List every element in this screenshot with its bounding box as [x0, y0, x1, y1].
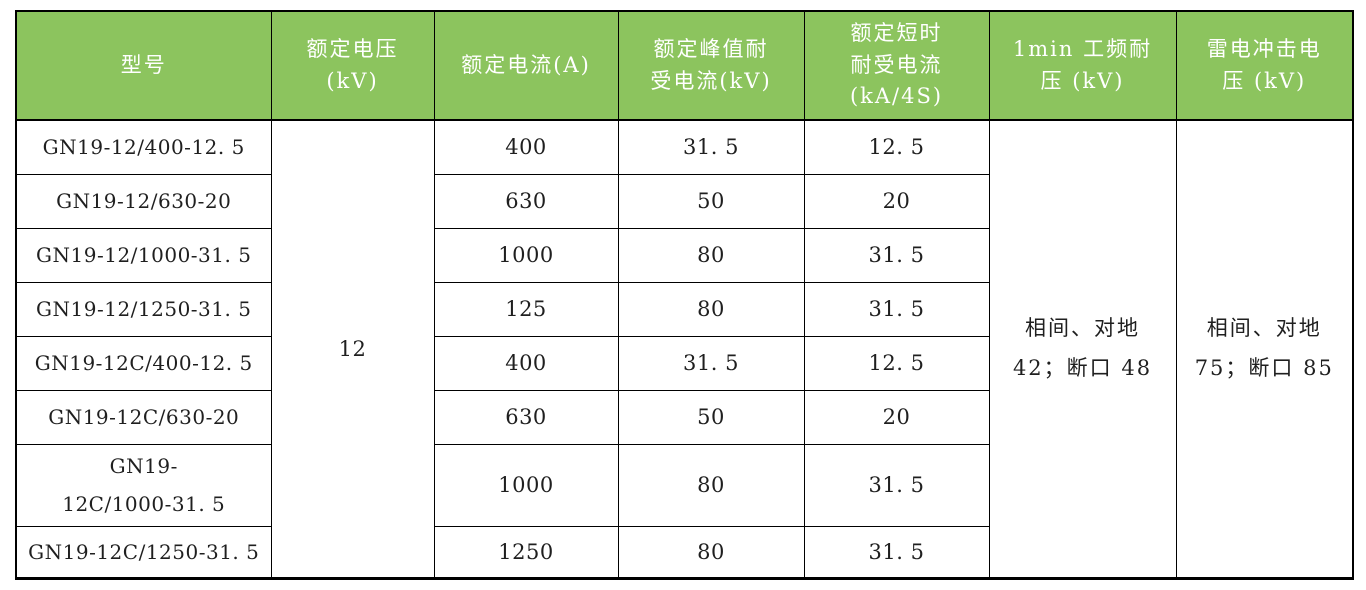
column-header-lightning-impulse-voltage: 雷电冲击电 压 (kV): [1175, 10, 1354, 121]
header-row: 型号 额定电压 (kV) 额定电流(A) 额定峰值耐 受电流(kV) 额定短时 …: [15, 10, 1354, 121]
short-time-withstand-cell: 12. 5: [803, 119, 990, 175]
table-row: GN19-12C/1250-31. 5 1250 80 31. 5: [15, 525, 1353, 579]
table-row: GN19-12C/400-12. 5 400 31. 5 12. 5: [15, 335, 1353, 391]
short-time-withstand-cell: 31. 5: [803, 525, 990, 579]
column-header-rated-current: 额定电流(A): [433, 10, 619, 121]
peak-withstand-cell: 31. 5: [617, 119, 805, 175]
lightning-impulse-merged-cell: 相间、对地 75；断口 85: [1175, 119, 1354, 579]
column-header-model: 型号: [15, 10, 272, 121]
switch-spec-table: 型号 额定电压 (kV) 额定电流(A) 额定峰值耐 受电流(kV) 额定短时 …: [15, 10, 1354, 580]
model-cell: GN19-12/630-20: [15, 173, 272, 229]
short-time-withstand-cell: 31. 5: [803, 443, 990, 527]
rated-current-cell: 1000: [433, 227, 619, 283]
table-row: GN19-12/400-12. 5 12 400 31. 5 12. 5 相间、…: [15, 119, 1354, 579]
rated-current-cell: 125: [433, 281, 619, 337]
peak-withstand-cell: 80: [617, 227, 805, 283]
rated-current-cell: 630: [433, 173, 619, 229]
peak-withstand-cell: 80: [617, 281, 805, 337]
short-time-withstand-cell: 12. 5: [803, 335, 990, 391]
power-frequency-merged-cell: 相间、对地 42；断口 48: [988, 119, 1177, 579]
column-header-peak-withstand-current: 额定峰值耐 受电流(kV): [617, 10, 805, 121]
peak-withstand-cell: 80: [617, 443, 805, 527]
table-row: GN19- 12C/1000-31. 5 1000 80 31. 5: [15, 443, 1353, 527]
table-row: GN19-12/1000-31. 5 1000 80 31. 5: [15, 227, 1353, 283]
column-header-short-time-withstand-current: 额定短时 耐受电流 (kA/4S): [803, 10, 990, 121]
short-time-withstand-cell: 20: [803, 389, 990, 445]
model-cell: GN19-12/1250-31. 5: [15, 281, 272, 337]
model-cell: GN19- 12C/1000-31. 5: [15, 443, 272, 527]
peak-withstand-cell: 31. 5: [617, 335, 805, 391]
peak-withstand-cell: 80: [617, 525, 805, 579]
peak-withstand-cell: 50: [617, 173, 805, 229]
table-row: GN19-12/1250-31. 5 125 80 31. 5: [15, 281, 1353, 337]
rated-voltage-merged-cell: 12: [270, 119, 435, 579]
rated-current-cell: 1250: [433, 525, 619, 579]
rated-current-cell: 400: [433, 335, 619, 391]
rated-current-cell: 630: [433, 389, 619, 445]
short-time-withstand-cell: 20: [803, 173, 990, 229]
model-cell: GN19-12C/1250-31. 5: [15, 525, 272, 579]
short-time-withstand-cell: 31. 5: [803, 227, 990, 283]
model-cell: GN19-12C/630-20: [15, 389, 272, 445]
model-cell: GN19-12C/400-12. 5: [15, 335, 272, 391]
model-cell: GN19-12/400-12. 5: [15, 119, 272, 175]
model-cell: GN19-12/1000-31. 5: [15, 227, 272, 283]
rated-current-cell: 400: [433, 119, 619, 175]
short-time-withstand-cell: 31. 5: [803, 281, 990, 337]
rated-current-cell: 1000: [433, 443, 619, 527]
column-header-power-frequency-withstand-voltage: 1min 工频耐 压 (kV): [988, 10, 1177, 121]
spec-table-container: 型号 额定电压 (kV) 额定电流(A) 额定峰值耐 受电流(kV) 额定短时 …: [15, 10, 1354, 580]
peak-withstand-cell: 50: [617, 389, 805, 445]
column-header-rated-voltage: 额定电压 (kV): [270, 10, 435, 121]
